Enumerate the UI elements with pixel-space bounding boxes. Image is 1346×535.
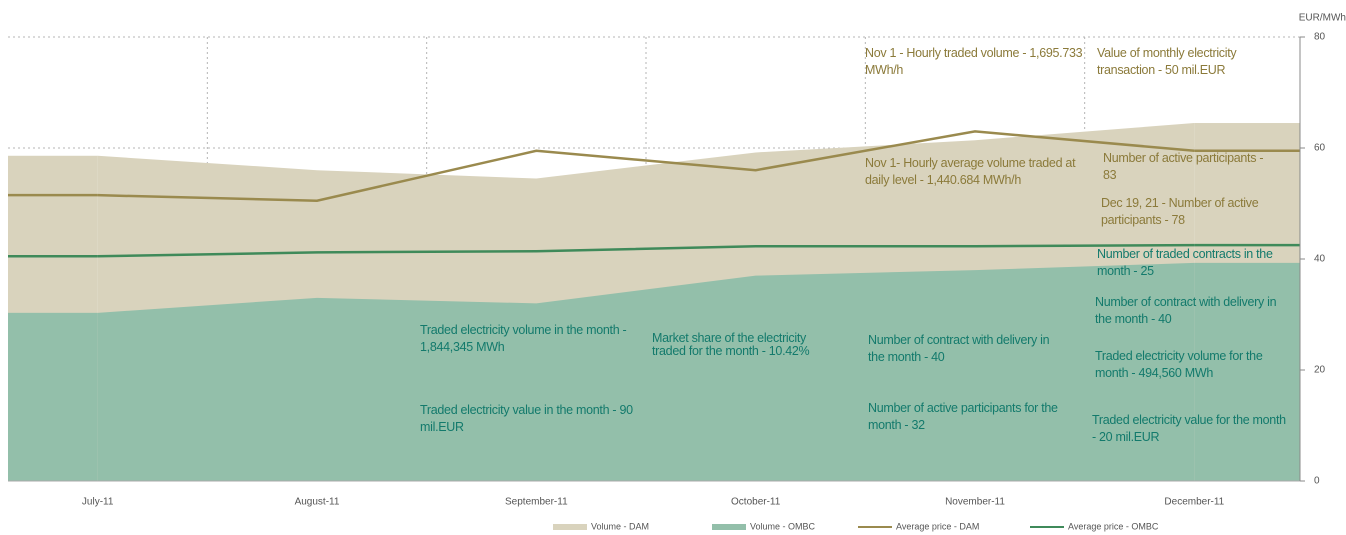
legend-label: Volume - DAM bbox=[591, 521, 649, 531]
x-tick-label: August-11 bbox=[295, 497, 340, 508]
annotation: Traded electricity value for the month -… bbox=[1092, 413, 1286, 444]
annotation: Number of active participants - 83 bbox=[1103, 151, 1264, 182]
line bbox=[97, 130, 1195, 202]
annotation: Number of traded contracts in the month … bbox=[1097, 247, 1273, 278]
y-tick-label: 0 bbox=[1314, 476, 1320, 487]
y-tick-label: 20 bbox=[1314, 365, 1326, 376]
y-tick-label: 40 bbox=[1314, 254, 1326, 265]
annotation: Traded electricity value in the month - … bbox=[420, 403, 633, 434]
x-tick-label: November-11 bbox=[945, 497, 1005, 508]
annotation: Number of active participants for the mo… bbox=[868, 401, 1058, 432]
area-edge bbox=[8, 312, 98, 481]
y-axis-label: EUR/MWh bbox=[1299, 13, 1346, 24]
x-tick-label: July-11 bbox=[82, 497, 114, 508]
legend-swatch bbox=[553, 524, 587, 530]
annotation: Nov 1- Hourly average volume traded at d… bbox=[865, 156, 1076, 187]
legend-label: Average price - DAM bbox=[896, 521, 979, 531]
line bbox=[97, 243, 1195, 258]
annotation: Nov 1 - Hourly traded volume - 1,695.733… bbox=[865, 46, 1083, 77]
annotation: Traded electricity volume for the month … bbox=[1095, 349, 1263, 380]
y-tick-label: 80 bbox=[1314, 32, 1326, 43]
legend-swatch bbox=[712, 524, 746, 530]
annotation: Dec 19, 21 - Number of active participan… bbox=[1101, 196, 1259, 227]
annotation: Number of contract with delivery in the … bbox=[868, 333, 1050, 364]
annotation: Market share of the electricity traded f… bbox=[652, 331, 810, 358]
x-tick-label: October-11 bbox=[731, 497, 781, 508]
annotation: Value of monthly electricity transaction… bbox=[1097, 46, 1237, 77]
x-tick-label: December-11 bbox=[1164, 497, 1224, 508]
y-tick-label: 60 bbox=[1314, 143, 1326, 154]
legend-label: Volume - OMBC bbox=[750, 521, 816, 531]
annotation: Traded electricity volume in the month -… bbox=[420, 323, 627, 354]
legend-label: Average price - OMBC bbox=[1068, 521, 1159, 531]
area-edge bbox=[1194, 262, 1300, 481]
area bbox=[97, 262, 1195, 481]
x-tick-label: September-11 bbox=[505, 497, 568, 508]
annotation: Number of contract with delivery in the … bbox=[1095, 295, 1277, 326]
